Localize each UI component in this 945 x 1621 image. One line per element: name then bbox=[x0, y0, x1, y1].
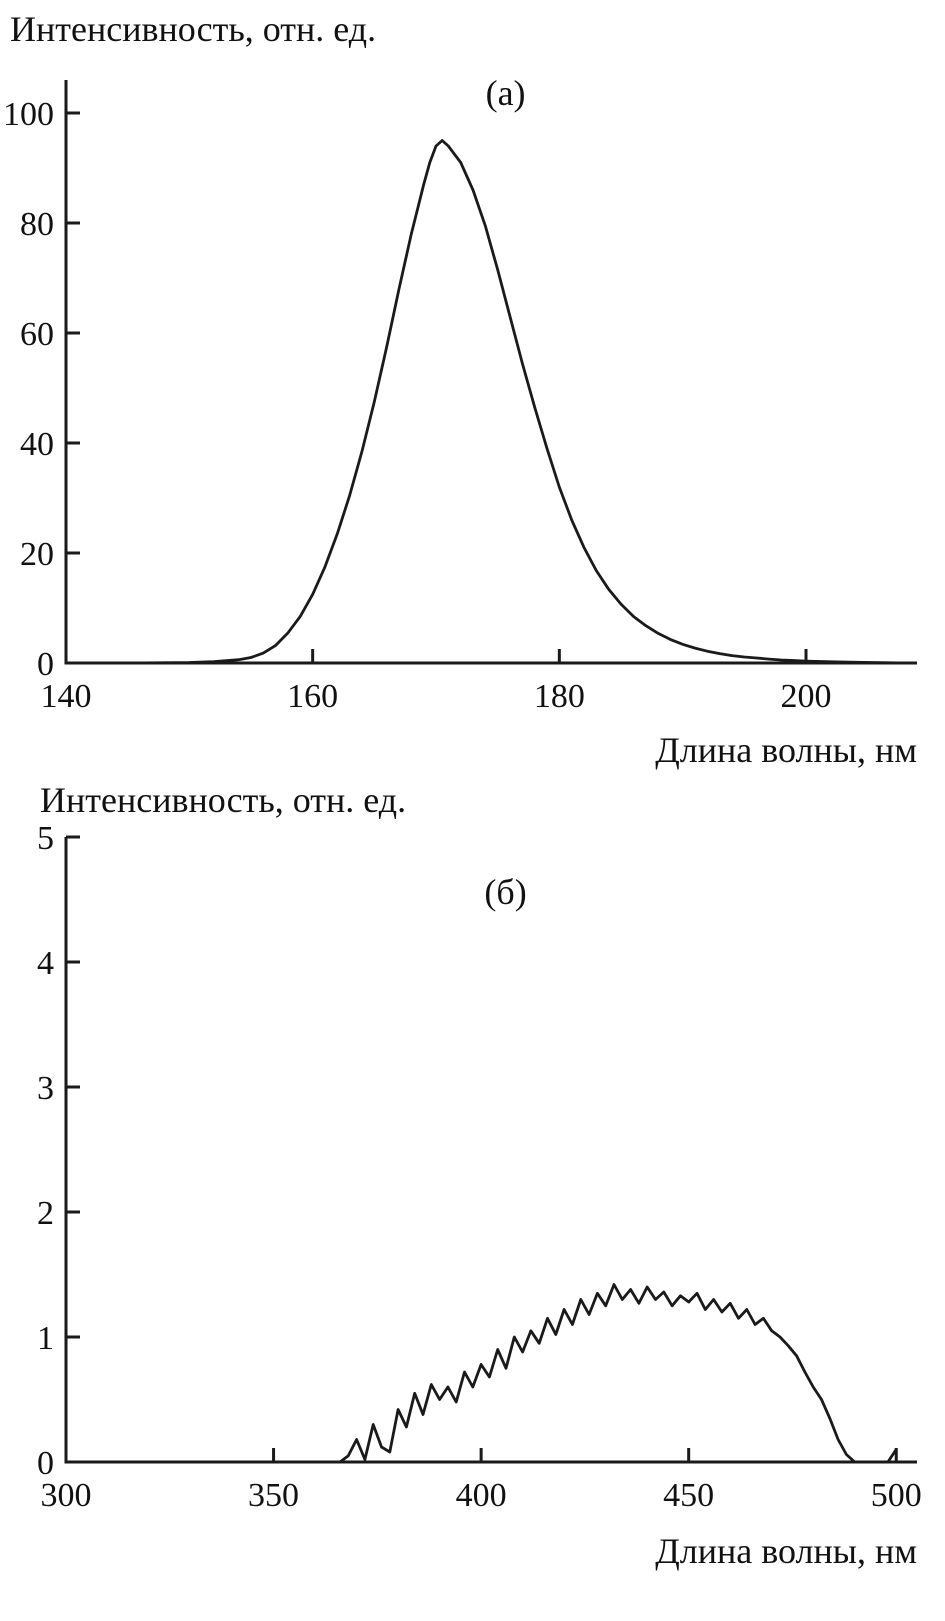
chart-b-plot: 300 350 400 450 500 0 1 2 3 4 5 bbox=[37, 823, 922, 1514]
y-tick-label: 0 bbox=[37, 1445, 54, 1482]
chart-b-panel-label: (б) bbox=[484, 872, 527, 912]
chart-b-x-axis-title: Длина волны, нм bbox=[655, 1531, 917, 1571]
y-tick-label: 3 bbox=[37, 1070, 54, 1107]
y-tick-label: 1 bbox=[37, 1320, 54, 1357]
axis-lines bbox=[64, 80, 917, 665]
y-tick-label: 0 bbox=[37, 646, 54, 683]
y-tick-label: 5 bbox=[37, 823, 54, 857]
y-tick-label: 40 bbox=[20, 426, 54, 463]
x-tick-label: 180 bbox=[534, 678, 585, 715]
chart-b: 300 350 400 450 500 0 1 2 3 4 5 (б) bbox=[0, 823, 945, 1528]
x-tick-label: 500 bbox=[871, 1477, 922, 1514]
y-tick-label: 80 bbox=[20, 206, 54, 243]
y-tick-label: 60 bbox=[20, 316, 54, 353]
x-tick-label: 350 bbox=[248, 1477, 299, 1514]
chart-a-plot: 140 160 180 200 0 20 40 60 80 100 bbox=[3, 80, 917, 715]
spectrum-curve bbox=[64, 1283, 898, 1464]
x-tick-label: 450 bbox=[663, 1477, 714, 1514]
y-tick-label: 4 bbox=[37, 945, 54, 982]
x-tick-label: 200 bbox=[781, 678, 832, 715]
figure: Интенсивность, отн. ед. 140 160 180 200 0 20 4… bbox=[0, 9, 945, 1571]
chart-a-panel-label: (а) bbox=[485, 73, 526, 113]
chart-a-x-axis-title: Длина волны, нм bbox=[655, 730, 917, 770]
x-tick-label: 160 bbox=[287, 678, 338, 715]
chart-a-y-axis-title: Интенсивность, отн. ед. bbox=[10, 9, 377, 49]
chart-b-y-axis-title: Интенсивность, отн. ед. bbox=[40, 780, 407, 820]
spectrum-curve bbox=[64, 139, 907, 665]
y-tick-label: 100 bbox=[3, 96, 54, 133]
y-tick-label: 20 bbox=[20, 536, 54, 573]
chart-a: 140 160 180 200 0 20 40 60 80 100 (а) bbox=[0, 52, 945, 727]
x-tick-label: 300 bbox=[41, 1477, 92, 1514]
y-tick-label: 2 bbox=[37, 1195, 54, 1232]
x-tick-label: 400 bbox=[456, 1477, 507, 1514]
x-tick-label: 140 bbox=[41, 678, 92, 715]
